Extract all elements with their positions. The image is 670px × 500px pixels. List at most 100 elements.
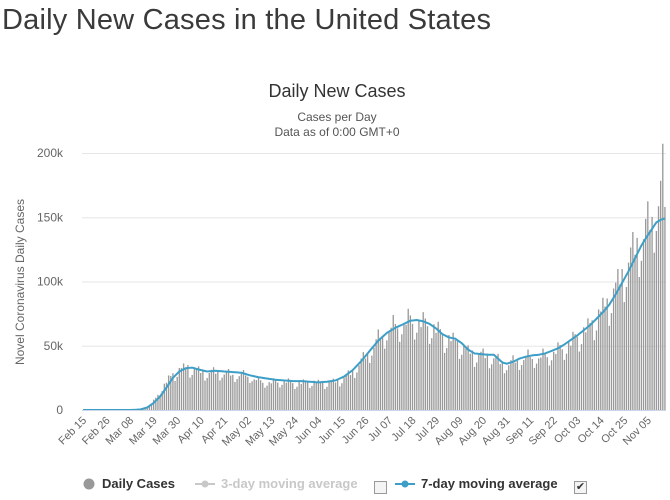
- daily-cases-bar[interactable]: [289, 380, 292, 410]
- daily-cases-bar[interactable]: [471, 350, 474, 410]
- daily-cases-bar[interactable]: [259, 380, 262, 410]
- daily-cases-bar[interactable]: [187, 365, 189, 410]
- daily-cases-bar[interactable]: [634, 254, 636, 410]
- daily-cases-bar[interactable]: [296, 386, 298, 410]
- daily-cases-bar[interactable]: [182, 363, 185, 410]
- daily-cases-bar[interactable]: [463, 344, 465, 410]
- daily-cases-bar[interactable]: [257, 376, 260, 410]
- daily-cases-bar[interactable]: [645, 218, 647, 410]
- daily-cases-bar[interactable]: [525, 355, 527, 410]
- daily-cases-bar[interactable]: [443, 352, 446, 410]
- daily-cases-bar[interactable]: [426, 326, 429, 410]
- daily-cases-bar[interactable]: [636, 237, 638, 410]
- daily-cases-bar[interactable]: [420, 327, 422, 410]
- daily-cases-bar[interactable]: [610, 313, 613, 410]
- daily-cases-bar[interactable]: [448, 335, 450, 410]
- daily-cases-bar[interactable]: [529, 356, 531, 410]
- daily-cases-bar[interactable]: [418, 320, 420, 410]
- daily-cases-bar[interactable]: [574, 334, 576, 410]
- daily-cases-bar[interactable]: [170, 375, 172, 410]
- daily-cases-bar[interactable]: [435, 332, 437, 410]
- legend-item-3-day-average[interactable]: 3-day moving average: [194, 476, 358, 491]
- daily-cases-bar[interactable]: [565, 353, 568, 410]
- daily-cases-bar[interactable]: [373, 347, 375, 410]
- daily-cases-bar[interactable]: [369, 362, 371, 410]
- daily-cases-bar[interactable]: [416, 332, 418, 410]
- daily-cases-bar[interactable]: [510, 360, 512, 410]
- daily-cases-bar[interactable]: [180, 368, 183, 410]
- daily-cases-bar[interactable]: [212, 367, 215, 410]
- daily-cases-bar[interactable]: [270, 383, 272, 410]
- checkbox-7-day-average[interactable]: ✔: [574, 481, 587, 494]
- daily-cases-bar[interactable]: [461, 354, 463, 410]
- daily-cases-bar[interactable]: [407, 308, 409, 410]
- daily-cases-bar[interactable]: [364, 358, 367, 410]
- daily-cases-bar[interactable]: [531, 358, 533, 410]
- daily-cases-bar[interactable]: [200, 373, 202, 410]
- daily-cases-bar[interactable]: [189, 377, 191, 410]
- daily-cases-bar[interactable]: [405, 324, 407, 410]
- daily-cases-bar[interactable]: [253, 379, 255, 410]
- daily-cases-bar[interactable]: [377, 329, 379, 410]
- daily-cases-bar[interactable]: [249, 382, 251, 410]
- daily-cases-bar[interactable]: [300, 383, 302, 410]
- daily-cases-bar[interactable]: [264, 387, 266, 410]
- daily-cases-bar[interactable]: [319, 382, 322, 410]
- daily-cases-bar[interactable]: [401, 334, 403, 410]
- daily-cases-bar[interactable]: [488, 368, 491, 410]
- daily-cases-bar[interactable]: [234, 381, 236, 410]
- daily-cases-bar[interactable]: [148, 405, 151, 410]
- daily-cases-bar[interactable]: [428, 343, 431, 410]
- daily-cases-bar[interactable]: [542, 348, 544, 410]
- checkbox-3-day-average[interactable]: [374, 481, 387, 494]
- daily-cases-bar[interactable]: [533, 367, 536, 410]
- daily-cases-bar[interactable]: [424, 318, 427, 410]
- daily-cases-bar[interactable]: [230, 375, 232, 410]
- daily-cases-bar[interactable]: [465, 348, 467, 410]
- daily-cases-bar[interactable]: [336, 379, 339, 410]
- daily-cases-bar[interactable]: [413, 339, 416, 410]
- daily-cases-bar[interactable]: [386, 340, 388, 410]
- daily-cases-bar[interactable]: [321, 381, 324, 410]
- daily-cases-bar[interactable]: [287, 378, 290, 410]
- daily-cases-bar[interactable]: [600, 311, 602, 410]
- daily-cases-bar[interactable]: [501, 361, 504, 410]
- daily-cases-bar[interactable]: [604, 306, 606, 410]
- daily-cases-bar[interactable]: [649, 230, 651, 410]
- daily-cases-bar[interactable]: [587, 318, 589, 410]
- daily-cases-bar[interactable]: [360, 358, 362, 410]
- daily-cases-bar[interactable]: [638, 277, 640, 410]
- daily-cases-bar[interactable]: [458, 358, 461, 410]
- daily-cases-bar[interactable]: [345, 374, 347, 410]
- daily-cases-bar[interactable]: [356, 372, 358, 410]
- daily-cases-bar[interactable]: [659, 180, 662, 410]
- legend-item-daily-cases[interactable]: Daily Cases: [82, 476, 175, 491]
- daily-cases-bar[interactable]: [274, 380, 277, 410]
- daily-cases-bar[interactable]: [268, 382, 270, 410]
- daily-cases-bar[interactable]: [651, 216, 653, 410]
- daily-cases-bar[interactable]: [362, 352, 364, 410]
- daily-cases-bar[interactable]: [330, 381, 332, 410]
- daily-cases-bar[interactable]: [347, 370, 349, 410]
- daily-cases-bar[interactable]: [431, 338, 433, 410]
- daily-cases-bar[interactable]: [653, 252, 655, 410]
- daily-cases-bar[interactable]: [484, 358, 486, 410]
- daily-cases-bar[interactable]: [255, 380, 258, 410]
- daily-cases-bar[interactable]: [240, 373, 243, 410]
- daily-cases-bar[interactable]: [512, 355, 514, 410]
- daily-cases-bar[interactable]: [595, 330, 598, 410]
- daily-cases-bar[interactable]: [313, 380, 315, 410]
- daily-cases-bar[interactable]: [294, 388, 296, 410]
- daily-cases-bar[interactable]: [304, 381, 307, 410]
- daily-cases-bar[interactable]: [219, 380, 221, 410]
- daily-cases-bar[interactable]: [548, 365, 551, 410]
- daily-cases-bar[interactable]: [351, 370, 354, 410]
- legend-item-7-day-average[interactable]: 7-day moving average: [394, 476, 558, 491]
- daily-cases-bar[interactable]: [277, 382, 279, 410]
- daily-cases-bar[interactable]: [195, 368, 198, 410]
- daily-cases-bar[interactable]: [476, 362, 478, 410]
- daily-cases-bar[interactable]: [247, 376, 249, 410]
- daily-cases-bar[interactable]: [467, 345, 469, 410]
- daily-cases-bar[interactable]: [505, 370, 508, 410]
- daily-cases-bar[interactable]: [185, 368, 187, 410]
